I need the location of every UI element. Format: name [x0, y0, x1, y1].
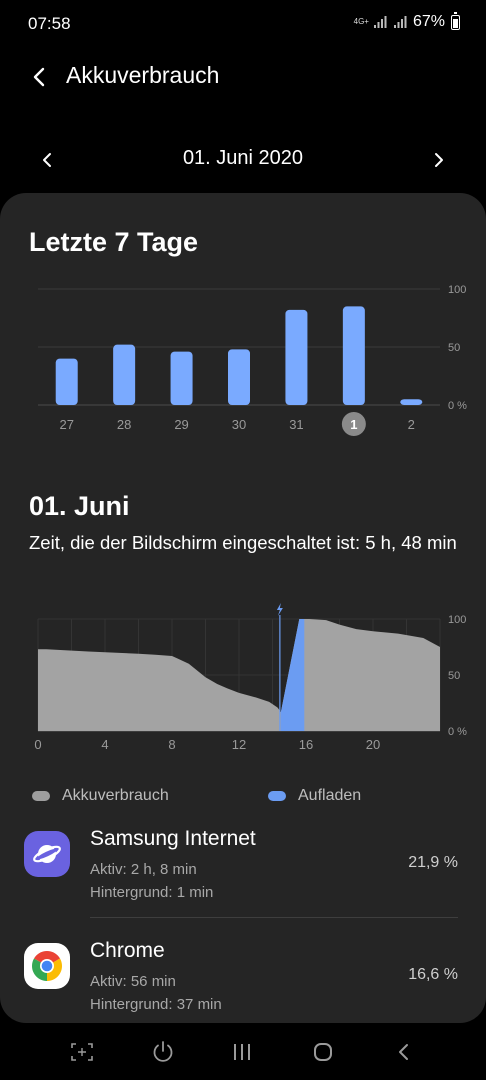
capture-icon [71, 1043, 93, 1061]
status-time: 07:58 [28, 14, 71, 33]
nav-back-button[interactable] [386, 1036, 422, 1068]
y-tick-label: 0 % [448, 726, 467, 738]
status-bar: 07:58 4G+ 67% [0, 0, 486, 48]
app-usage-percent: 21,9 % [408, 854, 458, 871]
y-tick-label: 100 [448, 284, 466, 296]
x-tick-label: 28 [117, 417, 131, 432]
app-usage-percent: 16,6 % [408, 966, 458, 983]
samsung-internet-icon [24, 831, 70, 877]
battery-usage-card: Letzte 7 Tage 100 50 0 % 27 28 29 30 31 1 2 01. J… [0, 193, 486, 1023]
app-active-time: Aktiv: 2 h, 8 min [90, 861, 197, 878]
x-tick-label: 20 [366, 737, 380, 752]
page-title: Akkuverbrauch [66, 62, 220, 88]
home-icon [314, 1043, 332, 1061]
bar-30 [228, 349, 250, 405]
previous-day-button[interactable] [32, 145, 62, 175]
screen-time-text: Zeit, die der Bildschirm eingeschaltet i… [29, 532, 457, 553]
legend-swatch-charging [268, 791, 286, 801]
legend-swatch-usage [32, 791, 50, 801]
x-tick-label: 0 [34, 737, 41, 752]
chevron-left-icon [43, 153, 51, 167]
date-navigation: 01. Juni 2020 [0, 135, 486, 183]
charging-area [280, 619, 305, 731]
app-active-time: Aktiv: 56 min [90, 973, 176, 990]
x-tick-label: 8 [168, 737, 175, 752]
x-tick-label: 30 [232, 417, 246, 432]
x-tick-label: 16 [299, 737, 313, 752]
back-button[interactable] [24, 62, 54, 92]
day-section-title: 01. Juni [29, 491, 130, 521]
battery-icon [451, 11, 460, 30]
app-name: Samsung Internet [90, 827, 256, 850]
x-tick-label: 31 [289, 417, 303, 432]
bar-28 [113, 344, 136, 405]
power-button[interactable] [145, 1036, 181, 1068]
chart-legend: Akkuverbrauch Aufladen [0, 787, 486, 811]
app-row-samsung-internet[interactable]: Samsung Internet Aktiv: 2 h, 8 min Hinte… [0, 821, 486, 933]
nav-back-icon [399, 1044, 408, 1060]
y-tick-label: 100 [448, 614, 466, 626]
x-tick-label: 27 [59, 417, 73, 432]
weekly-usage-bar-chart: 100 50 0 % 27 28 29 30 31 1 2 [38, 284, 467, 436]
battery-usage-area [38, 619, 440, 731]
app-background-time: Hintergrund: 37 min [90, 996, 222, 1013]
x-tick-label: 12 [232, 737, 246, 752]
lightning-bolt-icon [276, 603, 283, 616]
selected-day-marker [341, 412, 366, 436]
network-type-label: 4G+ [353, 17, 369, 26]
signal-strength-icon [373, 16, 387, 28]
current-date-label: 01. Juni 2020 [182, 147, 304, 169]
app-usage-list: Samsung Internet Aktiv: 2 h, 8 min Hinte… [0, 821, 486, 1023]
app-name: Chrome [90, 939, 165, 962]
back-arrow-icon [33, 67, 45, 87]
list-divider [90, 917, 458, 918]
bar-2 [400, 399, 423, 405]
system-navigation-bar [0, 1024, 486, 1080]
status-icons: 4G+ 67% [353, 11, 460, 31]
y-tick-label: 0 % [448, 400, 467, 412]
y-tick-label: 50 [448, 342, 460, 354]
x-tick-label: 29 [174, 417, 188, 432]
app-row-chrome[interactable]: Chrome Aktiv: 56 min Hintergrund: 37 min… [0, 933, 486, 1023]
week-section-title: Letzte 7 Tage [29, 227, 199, 257]
y-tick-label: 50 [448, 670, 460, 682]
legend-item-charging: Aufladen [268, 787, 361, 805]
recent-apps-button[interactable] [224, 1036, 260, 1068]
x-tick-label: 1 [350, 417, 357, 432]
home-button[interactable] [305, 1036, 341, 1068]
recent-apps-icon [234, 1044, 250, 1060]
chevron-right-icon [435, 153, 443, 167]
battery-percent: 67% [412, 13, 445, 30]
power-icon [153, 1041, 173, 1062]
bar-1 [342, 306, 365, 405]
signal-strength-icon-secondary [393, 16, 407, 28]
legend-label-charging: Aufladen [298, 787, 362, 804]
legend-item-usage: Akkuverbrauch [32, 787, 169, 805]
app-header: Akkuverbrauch [0, 52, 486, 102]
x-tick-label: 4 [101, 737, 108, 752]
x-tick-label: 2 [408, 417, 415, 432]
screenshot-capture-button[interactable] [64, 1036, 100, 1068]
daily-battery-level-chart: 100 50 0 % 0 4 8 12 16 20 [34, 603, 467, 752]
next-day-button[interactable] [424, 145, 454, 175]
bar-29 [170, 351, 193, 405]
chrome-icon [24, 943, 70, 989]
bar-31 [285, 309, 308, 405]
app-background-time: Hintergrund: 1 min [90, 884, 214, 901]
bar-27 [55, 358, 78, 405]
legend-label-usage: Akkuverbrauch [62, 787, 169, 804]
